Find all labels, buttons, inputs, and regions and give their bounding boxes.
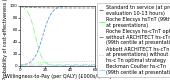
- X-axis label: Willingness-to-Pay (per QALY) [£000s/QALY]: Willingness-to-Pay (per QALY) [£000s/QAL…: [5, 74, 111, 79]
- Legend: Standard tn service (at presentation
evaluation 10-13 hours), Roche Elecsys hsTn: Standard tn service (at presentation eva…: [97, 3, 170, 77]
- Y-axis label: Probability of cost-effectiveness (%): Probability of cost-effectiveness (%): [3, 0, 8, 80]
